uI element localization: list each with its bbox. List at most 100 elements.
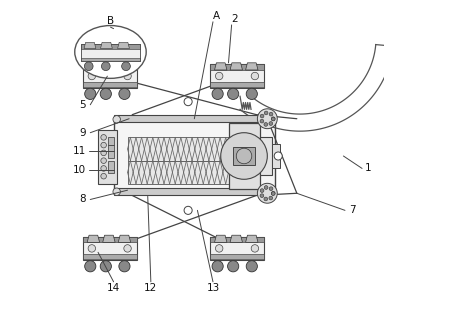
Polygon shape	[84, 42, 96, 49]
Circle shape	[212, 261, 223, 272]
Circle shape	[119, 88, 130, 100]
Circle shape	[271, 117, 275, 121]
Polygon shape	[245, 63, 258, 70]
Text: 11: 11	[73, 146, 86, 156]
Circle shape	[228, 88, 239, 100]
Circle shape	[251, 245, 259, 252]
Polygon shape	[101, 42, 112, 49]
Circle shape	[269, 196, 273, 200]
Bar	[108, 145, 114, 158]
Circle shape	[100, 88, 112, 100]
Circle shape	[251, 72, 259, 80]
Polygon shape	[87, 63, 100, 70]
Circle shape	[101, 158, 106, 163]
Polygon shape	[245, 235, 258, 242]
Circle shape	[122, 62, 130, 71]
Circle shape	[184, 98, 192, 106]
Bar	[210, 237, 264, 260]
Text: 1: 1	[365, 163, 372, 173]
Bar	[128, 161, 228, 184]
Text: 9: 9	[79, 128, 86, 138]
Bar	[114, 188, 275, 195]
Bar	[83, 64, 137, 88]
Circle shape	[119, 261, 130, 272]
Circle shape	[271, 117, 275, 121]
Bar	[228, 123, 260, 189]
Bar	[114, 120, 275, 193]
Circle shape	[101, 173, 106, 179]
Circle shape	[85, 88, 96, 100]
Text: 5: 5	[79, 100, 86, 110]
Circle shape	[264, 186, 268, 189]
Circle shape	[271, 192, 275, 195]
Circle shape	[246, 261, 257, 272]
Circle shape	[257, 183, 277, 203]
Circle shape	[269, 112, 273, 116]
Circle shape	[101, 134, 106, 140]
Bar	[233, 147, 255, 165]
Circle shape	[215, 245, 223, 252]
Polygon shape	[214, 235, 227, 242]
Circle shape	[215, 72, 223, 80]
Text: 10: 10	[73, 165, 86, 175]
Circle shape	[221, 133, 267, 179]
Bar	[272, 144, 280, 168]
Text: A: A	[213, 11, 220, 21]
Polygon shape	[87, 235, 100, 242]
Circle shape	[236, 148, 252, 164]
Circle shape	[274, 152, 282, 160]
Polygon shape	[117, 42, 129, 49]
Bar	[210, 82, 264, 87]
Bar	[108, 137, 114, 145]
Circle shape	[124, 245, 131, 252]
Bar	[128, 137, 228, 161]
Polygon shape	[230, 235, 243, 242]
Circle shape	[113, 116, 120, 123]
Bar	[210, 237, 264, 242]
Circle shape	[101, 62, 110, 71]
Circle shape	[124, 72, 131, 80]
Text: 13: 13	[207, 283, 220, 293]
Text: 12: 12	[144, 283, 158, 293]
Circle shape	[184, 206, 192, 214]
Bar	[114, 115, 275, 122]
Ellipse shape	[75, 26, 146, 78]
Bar	[210, 255, 264, 260]
Circle shape	[269, 187, 273, 191]
Circle shape	[268, 188, 276, 195]
Circle shape	[260, 194, 264, 197]
Circle shape	[260, 119, 264, 123]
Circle shape	[113, 188, 120, 195]
Polygon shape	[118, 63, 131, 70]
Bar	[83, 237, 137, 242]
Bar	[81, 44, 140, 49]
Circle shape	[260, 189, 264, 193]
Text: 14: 14	[107, 283, 120, 293]
Circle shape	[246, 88, 257, 100]
Bar	[260, 137, 272, 175]
Circle shape	[101, 150, 106, 156]
Circle shape	[101, 166, 106, 171]
Circle shape	[264, 111, 268, 115]
Bar	[83, 237, 137, 260]
Circle shape	[257, 109, 277, 129]
Circle shape	[212, 88, 223, 100]
Polygon shape	[103, 235, 115, 242]
Circle shape	[100, 261, 112, 272]
Circle shape	[88, 72, 96, 80]
Text: 2: 2	[231, 14, 238, 24]
Polygon shape	[230, 63, 243, 70]
Circle shape	[228, 261, 239, 272]
Bar	[83, 64, 137, 70]
Text: B: B	[107, 16, 114, 26]
Circle shape	[85, 62, 93, 71]
Circle shape	[85, 261, 96, 272]
Bar	[81, 57, 140, 61]
Circle shape	[88, 245, 96, 252]
Bar	[98, 129, 117, 184]
Circle shape	[264, 123, 268, 126]
Bar	[108, 161, 114, 173]
Polygon shape	[103, 63, 115, 70]
Circle shape	[271, 191, 275, 195]
Bar	[81, 44, 140, 61]
